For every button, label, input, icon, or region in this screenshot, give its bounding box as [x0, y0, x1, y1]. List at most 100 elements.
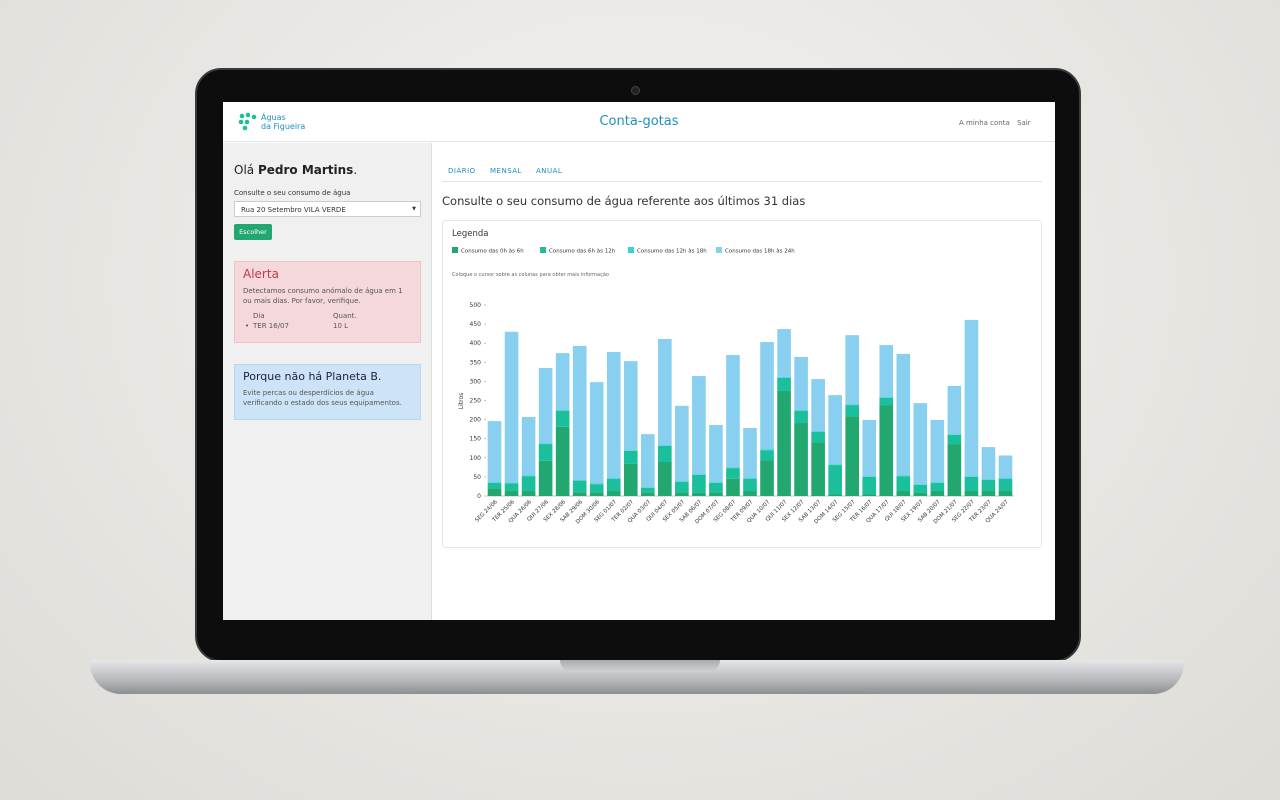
account-link[interactable]: A minha conta	[959, 119, 1010, 127]
bar-segment	[947, 434, 962, 445]
bar-segment	[640, 434, 655, 488]
bar-segment	[555, 410, 570, 411]
bar-segment	[828, 494, 842, 496]
bar-segment	[675, 481, 689, 493]
bar-segment	[555, 410, 570, 427]
bar-segment	[606, 491, 621, 496]
bar-segment	[658, 445, 672, 446]
legend-swatch	[540, 247, 546, 253]
bar-segment	[692, 474, 706, 493]
bar-segment	[658, 338, 672, 446]
bar-segment	[964, 491, 979, 496]
bar-segment	[589, 382, 604, 484]
legend-label: Consumo das 12h às 18h	[637, 248, 707, 255]
logo-text: Águas da Figueira	[261, 113, 305, 131]
bar-segment	[606, 351, 621, 479]
bar-segment	[726, 355, 740, 468]
page-heading: Consulte o seu consumo de água referente…	[442, 194, 806, 208]
bar-segment	[879, 405, 894, 496]
bar-segment	[658, 445, 672, 463]
bar-segment	[487, 483, 502, 489]
hint: Coloque o cursor sobre as colunas para o…	[452, 272, 609, 278]
info-title: Porque não há Planeta B.	[243, 370, 382, 383]
bar-segment	[760, 342, 774, 450]
choose-button[interactable]: Escolher	[234, 224, 272, 240]
bar-segment	[589, 492, 604, 496]
bar-segment	[862, 476, 877, 495]
tab[interactable]: MENSAL	[490, 167, 522, 175]
bar-segment	[879, 397, 894, 398]
sidebar: Olá Pedro Martins. Consulte o seu consum…	[223, 143, 432, 620]
bar-segment	[692, 492, 706, 496]
greeting: Olá Pedro Martins.	[234, 163, 357, 177]
bar-segment	[709, 492, 723, 496]
y-tick-label: 250	[470, 398, 482, 405]
bar-segment	[794, 410, 808, 424]
bar-segment	[964, 319, 979, 477]
bar-segment	[998, 478, 1013, 492]
legend-label: Consumo das 0h às 6h	[461, 248, 524, 255]
bar-segment	[606, 478, 621, 479]
bar-segment	[675, 492, 689, 496]
tab[interactable]: ANUAL	[536, 167, 563, 175]
bar-segment	[623, 450, 638, 451]
bar-segment	[811, 431, 825, 432]
alert-title: Alerta	[243, 267, 279, 281]
y-tick-label: 50	[473, 474, 481, 481]
bar-segment	[572, 492, 587, 496]
bar-segment	[998, 478, 1013, 479]
y-axis-label: Litros	[458, 393, 465, 410]
bar-segment	[913, 484, 928, 493]
bar-segment	[947, 434, 962, 435]
bar-segment	[504, 491, 519, 496]
logo-line: Águas	[261, 113, 286, 122]
bar-segment	[606, 478, 621, 492]
bar-segment	[658, 462, 672, 496]
cell: 10 L	[333, 322, 349, 330]
bar-segment	[709, 482, 723, 484]
bar-segment	[572, 345, 587, 480]
col-head: Dia	[253, 312, 265, 320]
bar-segment	[623, 463, 638, 496]
bar-segment	[623, 361, 638, 451]
bar-segment	[726, 467, 740, 469]
bar-segment	[504, 331, 519, 483]
bar-segment	[521, 475, 536, 477]
bar-segment	[845, 416, 860, 496]
logout-link[interactable]: Sair	[1017, 119, 1031, 127]
bar-segment	[998, 491, 1013, 496]
bar-segment	[913, 492, 928, 496]
bar-segment	[760, 450, 774, 461]
bar-segment	[538, 443, 553, 445]
bar-segment	[811, 431, 825, 443]
bar-segment	[930, 482, 945, 484]
bar-segment	[623, 450, 638, 464]
bar-segment	[743, 428, 757, 479]
bar-segment	[896, 475, 911, 477]
legend-title: Legenda	[452, 229, 488, 239]
bar-segment	[589, 484, 604, 493]
bar-segment	[981, 491, 996, 496]
chart-card: Legenda Coloque o cursor sobre as coluna…	[442, 220, 1042, 548]
logo-icon	[238, 112, 257, 131]
bar-segment	[896, 353, 911, 476]
address-select[interactable]: Rua 20 Setembro VILA VERDE ▼	[234, 201, 421, 217]
camera	[631, 86, 640, 95]
bar-segment	[828, 464, 842, 466]
bar-segment	[964, 476, 979, 477]
punct: .	[353, 163, 358, 177]
bar-segment	[794, 356, 808, 411]
bar-segment	[487, 488, 502, 496]
bar-segment	[572, 480, 587, 493]
bar-segment	[709, 483, 723, 493]
logo-line: da Figueira	[261, 122, 306, 131]
y-tick-label: 400	[470, 340, 482, 347]
legend-label: Consumo das 18h às 24h	[725, 248, 795, 255]
tab[interactable]: DIÁRIO	[448, 167, 476, 175]
bar-segment	[913, 403, 928, 485]
bar-segment	[572, 479, 587, 481]
bar-segment	[538, 444, 553, 461]
bar-segment	[879, 397, 894, 406]
bar-segment	[760, 449, 774, 451]
bar-segment	[640, 492, 655, 496]
